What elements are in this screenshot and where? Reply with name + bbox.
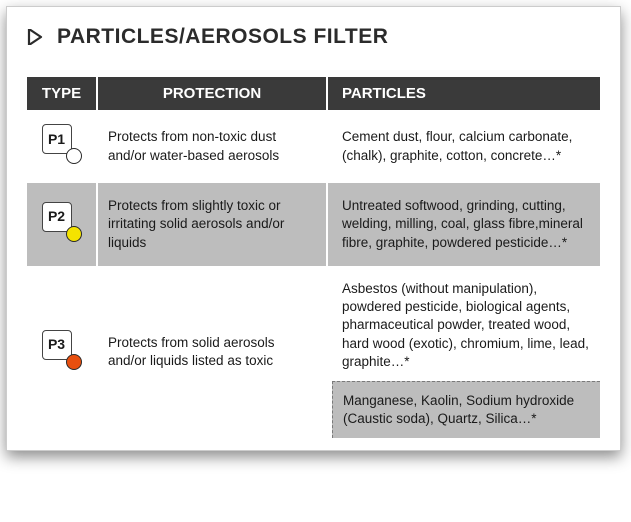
particles-text: Asbestos (without manipulation), powdere… (342, 280, 590, 371)
type-cell: P2 (27, 183, 97, 266)
type-cell: P1 (27, 110, 97, 183)
type-badge: P3 (42, 330, 82, 370)
particles-cell: Cement dust, flour, calcium carbonate, (… (327, 110, 600, 183)
particles-text: Untreated softwood, grinding, cutting, w… (342, 197, 590, 252)
table-header-row: TYPE PROTECTION PARTICLES (27, 77, 600, 110)
table-row: P1 Protects from non-toxic dust and/or wa… (27, 110, 600, 183)
particles-extra-text: Manganese, Kaolin, Sodium hydroxide (Cau… (332, 381, 600, 438)
protection-cell: Protects from non-toxic dust and/or wate… (97, 110, 327, 183)
filter-table: TYPE PROTECTION PARTICLES P1 Protects fro… (27, 77, 600, 438)
col-header-type: TYPE (27, 77, 97, 110)
type-label: P3 (42, 330, 72, 360)
type-dot-icon (66, 148, 82, 164)
protection-cell: Protects from slightly toxic or irritati… (97, 183, 327, 266)
type-dot-icon (66, 226, 82, 242)
type-label: P1 (42, 124, 72, 154)
arrow-icon (27, 29, 47, 45)
particles-text: Cement dust, flour, calcium carbonate, (… (342, 128, 590, 164)
type-badge: P2 (42, 202, 82, 242)
type-label: P2 (42, 202, 72, 232)
filter-card: PARTICLES/AEROSOLS FILTER TYPE PROTECTIO… (6, 6, 621, 451)
particles-cell: Asbestos (without manipulation), powdere… (327, 266, 600, 439)
page-title: PARTICLES/AEROSOLS FILTER (57, 25, 388, 49)
col-header-particles: PARTICLES (327, 77, 600, 110)
title-row: PARTICLES/AEROSOLS FILTER (27, 25, 600, 49)
particles-cell: Untreated softwood, grinding, cutting, w… (327, 183, 600, 266)
type-dot-icon (66, 354, 82, 370)
col-header-protection: PROTECTION (97, 77, 327, 110)
type-cell: P3 (27, 266, 97, 439)
type-badge: P1 (42, 124, 82, 164)
table-row: P3 Protects from solid aerosols and/or li… (27, 266, 600, 439)
protection-cell: Protects from solid aerosols and/or liqu… (97, 266, 327, 439)
table-row: P2 Protects from slightly toxic or irrita… (27, 183, 600, 266)
